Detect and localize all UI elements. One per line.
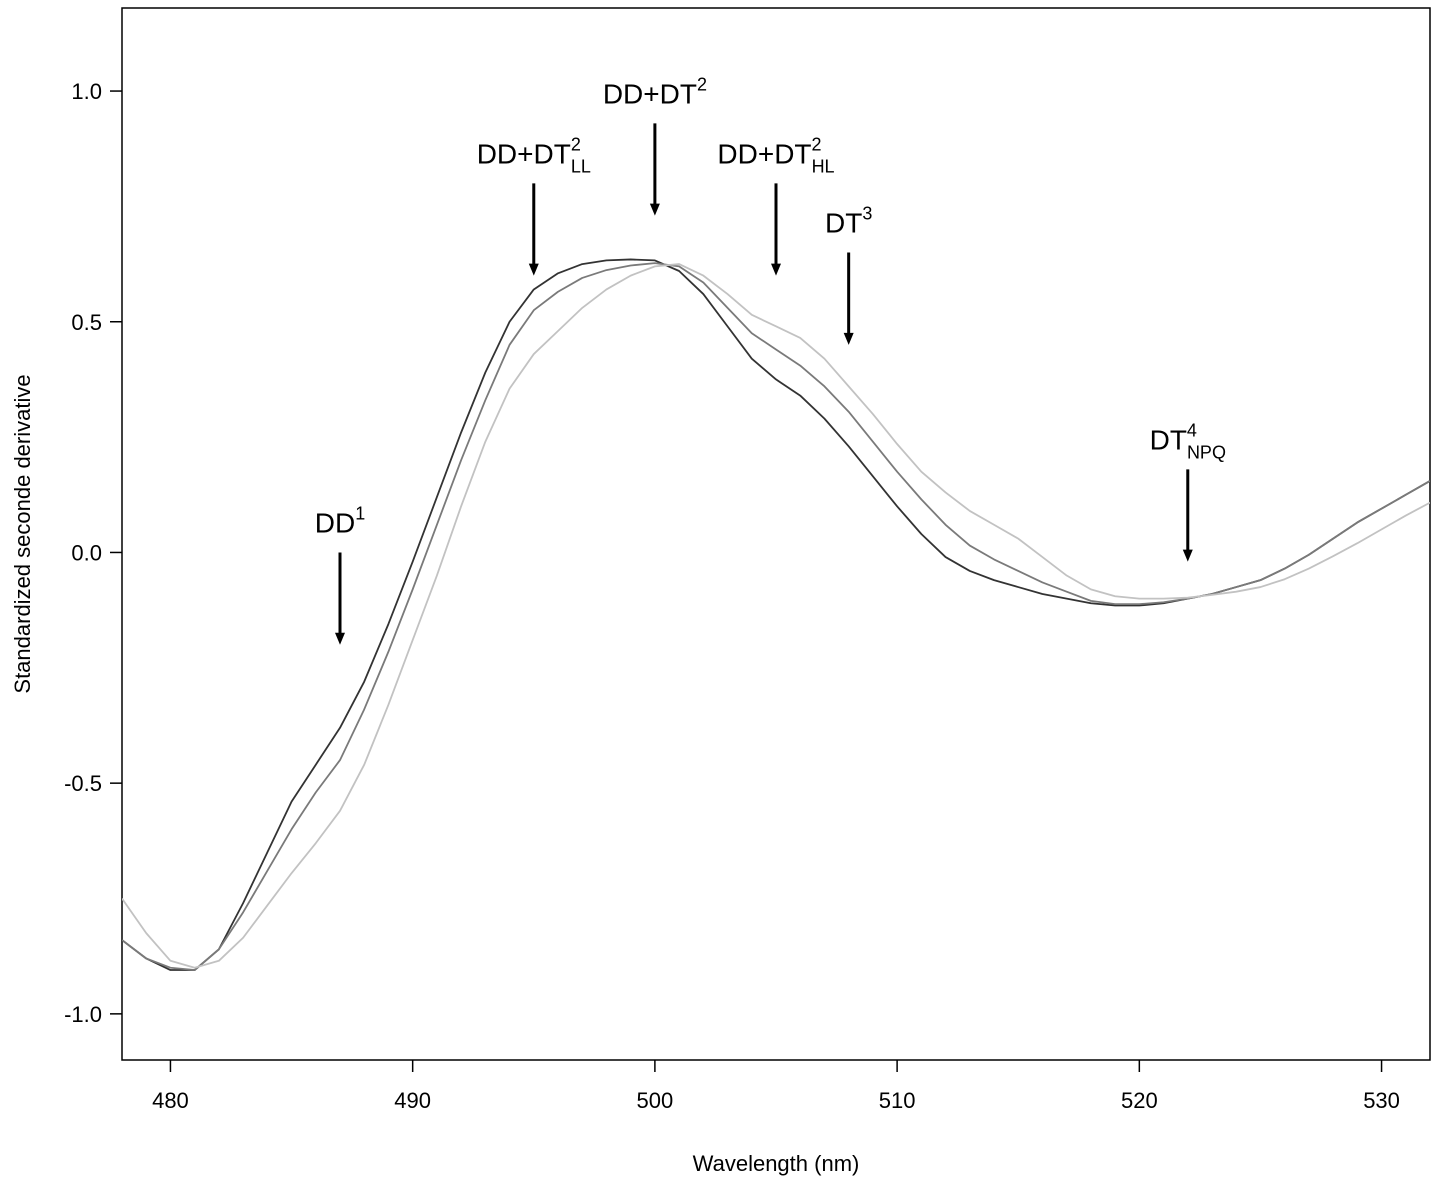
series-line-2: [122, 262, 1430, 971]
annotation-label: DT3: [825, 204, 872, 239]
x-tick-label: 500: [637, 1088, 674, 1113]
x-tick-label: 530: [1363, 1088, 1400, 1113]
series-line-1: [122, 258, 1430, 971]
y-tick-label: 1.0: [71, 79, 102, 104]
x-axis: 480 490 500 510 520 530: [152, 1060, 1400, 1113]
annotation-label: DD+DT2 LL: [477, 134, 591, 176]
annotation-arrowhead: [335, 632, 345, 645]
x-tick-label: 480: [152, 1088, 189, 1113]
plot-frame: [121, 7, 1431, 1061]
annotation-arrowhead: [649, 203, 660, 216]
annotation-label: DT4 NPQ: [1150, 420, 1226, 462]
series-line-3: [122, 263, 1430, 969]
y-tick-label: -0.5: [64, 771, 102, 796]
annotation-layer: DD1 DD+DT2 LL DD+DT2 DD+DT2 HL DT3 DT4 NPQ: [315, 74, 1226, 645]
y-axis: -1.0 -0.5 0.0 0.5 1.0: [64, 79, 122, 1027]
annotation-label: DD1: [315, 503, 365, 538]
x-axis-title: Wavelength (nm): [693, 1151, 860, 1176]
annotation-label: DD+DT2: [603, 74, 707, 109]
y-tick-label: 0.5: [71, 310, 102, 335]
annotation-arrowhead: [771, 263, 781, 276]
x-tick-label: 520: [1121, 1088, 1158, 1113]
series-layer: [122, 258, 1430, 971]
x-tick-label: 490: [394, 1088, 431, 1113]
annotation-arrowhead: [528, 263, 539, 276]
annotation-arrowhead: [843, 332, 854, 345]
y-tick-label: -1.0: [64, 1002, 102, 1027]
y-tick-label: 0.0: [71, 540, 102, 565]
annotation-arrowhead: [1182, 549, 1193, 562]
x-tick-label: 510: [879, 1088, 916, 1113]
y-axis-title: Standardized seconde derivative: [10, 374, 35, 693]
annotation-label: DD+DT2 HL: [717, 134, 834, 176]
